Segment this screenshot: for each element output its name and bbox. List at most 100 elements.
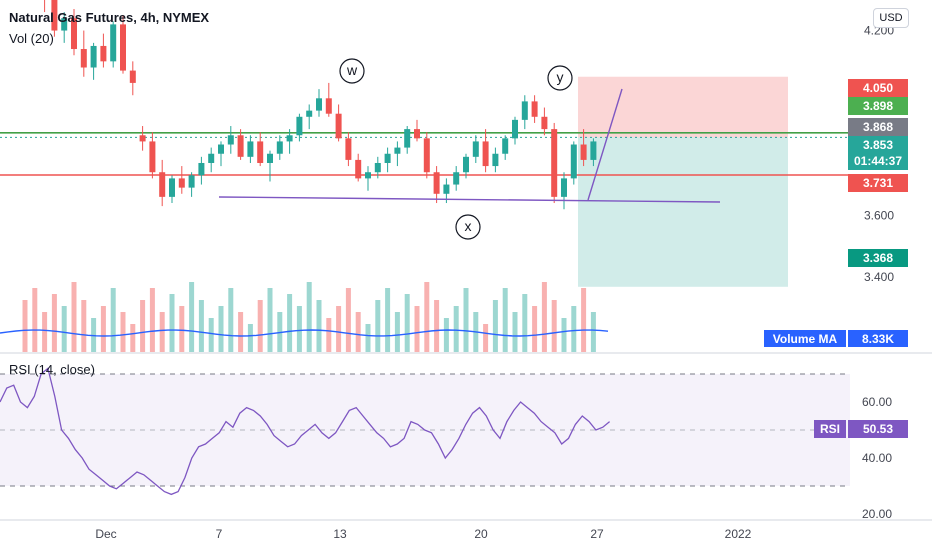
candle-body [218,144,224,154]
target-zone [578,137,788,287]
candle-body [472,141,479,157]
volume-bar [502,288,508,352]
wave-label-y: y [557,69,564,85]
price-tag-value: 3.368 [863,251,893,265]
price-tag-value: 01:44:37 [854,154,902,168]
time-tick-label: 27 [590,527,604,541]
candle-body [580,144,587,160]
volume-ma-value-bg [848,330,908,347]
price-tag-value: 4.050 [863,81,893,95]
price-tag-bg [848,79,908,97]
volume-bar [551,300,557,352]
candle [90,42,97,80]
price-tag: 4.050 [848,79,908,97]
candle-body [492,153,499,167]
candle-body [129,70,136,83]
candle-body [267,153,273,163]
rsi-tag-label: RSI [820,422,840,436]
candle [257,132,264,167]
wave-label-circle [455,214,481,240]
volume-bar [120,312,126,352]
candle-body [551,129,558,197]
candle [502,135,509,160]
wave-label-circle [339,58,365,84]
time-tick-label: 2022 [725,527,752,541]
candle [267,150,273,182]
candle [414,119,420,142]
candle [61,12,68,43]
rsi-tag-value: 50.53 [863,422,893,436]
price-tag: 3.368 [848,249,908,267]
volume-bar [581,288,587,352]
candle-body [110,24,117,62]
volume-bar [169,294,175,352]
candle [100,33,107,68]
candle [178,166,185,194]
wave-label-w: w [346,62,358,78]
candle-body [178,178,185,188]
rsi-tick-label: 40.00 [862,451,892,465]
volume-bar [561,318,567,352]
wave-label-circle [547,65,573,91]
candle [463,153,469,179]
candle [80,30,87,77]
candle [374,156,381,179]
volume-bar [110,288,116,352]
volume-bar [140,300,146,352]
candle-body [531,101,538,117]
volume-bar [443,318,449,352]
volume-bar [189,282,195,352]
time-tick-label: 7 [216,527,223,541]
volume-bar [257,300,263,352]
candle-body [404,129,411,148]
volume-bar [22,300,28,352]
volume-bar [385,288,391,352]
candle [345,132,352,167]
candle-body [169,178,175,197]
volume-bar [590,312,596,352]
candle-body [325,98,332,114]
candle [580,129,587,167]
candle [394,141,401,167]
candle-body [296,116,303,136]
volume-bar [463,288,469,352]
price-tag-value: 3.868 [863,120,893,134]
candle-body [570,144,577,179]
candle-body [80,49,87,68]
volume-bar [404,294,410,352]
candle [325,82,332,117]
candle [423,132,430,179]
volume-bar [100,306,106,352]
volume-bar [149,288,155,352]
volume-bar [532,306,538,352]
candle [306,104,313,130]
candle [71,8,77,56]
candle [590,138,597,167]
volume-bar [51,294,57,352]
candle [482,129,489,173]
price-tag-value: 3.731 [863,176,893,190]
candle-body [433,172,440,194]
volume-bar [81,300,87,352]
volume-bar [394,312,400,352]
volume-bar [355,312,361,352]
candle-body [335,113,342,139]
candle-body [247,141,254,157]
currency-button[interactable]: USD [873,8,909,28]
volume-bar [541,282,547,352]
rsi-tick-label: 20.00 [862,507,892,521]
candle [169,175,175,204]
candle-body [227,135,234,145]
candle [198,156,205,185]
wave-label-x: x [465,218,472,234]
time-tick-label: Dec [95,527,116,541]
volume-bar [571,306,577,352]
candle-body [198,162,205,176]
candle-body [51,0,58,31]
volume-bar [159,312,165,352]
candle [512,116,518,145]
volume-ma-tag-label: Volume MA [773,332,838,346]
candle-body [208,153,215,163]
candle [129,61,136,96]
